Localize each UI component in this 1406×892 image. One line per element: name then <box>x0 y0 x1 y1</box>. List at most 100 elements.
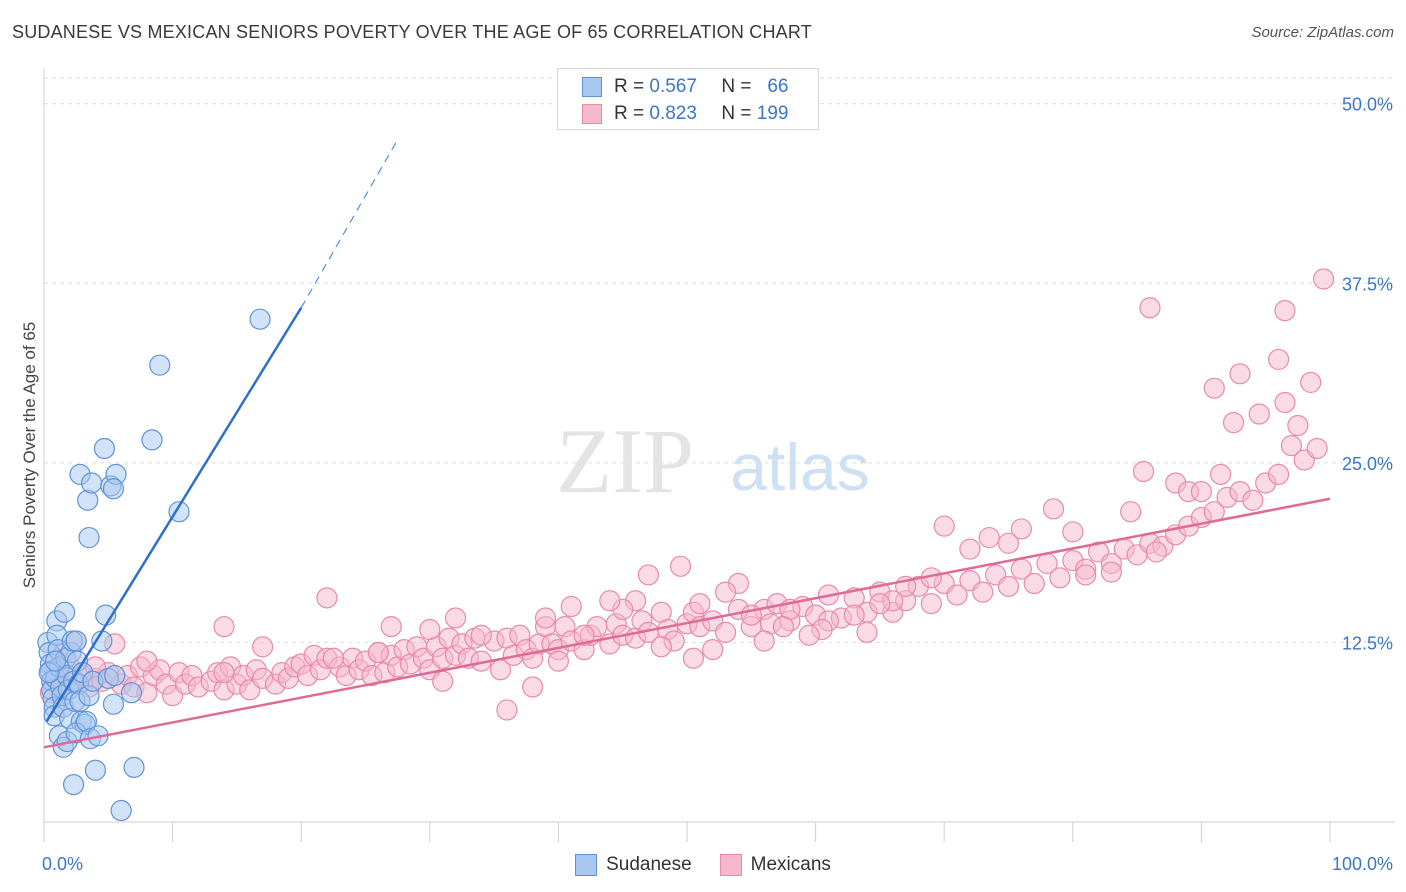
grid-lines <box>44 77 1395 643</box>
sudanese-point <box>53 601 76 623</box>
sudanese-point <box>77 489 99 511</box>
mexicans-point <box>1274 299 1296 322</box>
correlation-legend: R = 0.567 N = 66 R = 0.823 N = 199 <box>557 68 819 130</box>
mexicans-point <box>547 650 570 672</box>
x-tick-label: 100.0% <box>1332 854 1393 874</box>
tick-labels: 12.5% 25.0% 37.5% 50.0% 0.0% 100.0% <box>42 95 1393 874</box>
y-tick-label: 50.0% <box>1342 95 1393 115</box>
mexicans-point <box>920 593 942 615</box>
mexicans-point <box>444 607 467 629</box>
mexicans-point <box>1267 463 1290 485</box>
source-credit: Source: ZipAtlas.com <box>1251 24 1394 41</box>
mexicans-point <box>933 515 955 537</box>
mexicans-point <box>798 624 820 646</box>
mexicans-point <box>1222 412 1245 434</box>
mexicans-point <box>432 670 454 692</box>
watermark-atlas: atlas <box>730 430 869 504</box>
mexicans-point <box>650 636 672 658</box>
sudanese-point <box>84 759 107 781</box>
legend-label: Sudanese <box>606 854 692 875</box>
sudanese-point <box>249 308 271 330</box>
mexicans-point <box>1242 489 1264 511</box>
mexicans-point <box>689 593 711 615</box>
mexicans-point <box>560 595 582 618</box>
sudanese-swatch-icon <box>575 854 598 876</box>
mexicans-point <box>997 575 1020 598</box>
mexicans-point <box>213 661 235 684</box>
sudanese-point <box>93 437 116 460</box>
mexicans-point <box>573 624 595 646</box>
mexicans-point <box>1306 437 1328 460</box>
mexicans-point <box>1042 498 1065 520</box>
axes <box>43 68 1395 842</box>
mexicans-point <box>856 621 878 643</box>
legend-row-mexicans: R = 0.823 N = 199 <box>582 103 788 125</box>
mexicans-point <box>367 641 389 664</box>
mexicans-point <box>959 538 981 560</box>
n-label: N = <box>721 76 752 97</box>
mexicans-point <box>682 647 705 669</box>
mexicans-swatch-icon <box>719 854 742 876</box>
legend-item-mexicans: Mexicans <box>719 854 831 876</box>
mexicans-point <box>843 604 865 626</box>
mexicans-point <box>946 584 968 606</box>
mexicans-swatch-icon <box>582 104 602 124</box>
mexicans-trend-line <box>43 497 1331 749</box>
mexicans-point <box>136 650 158 672</box>
mexicans-point <box>978 526 1000 549</box>
mexicans-point <box>1287 414 1309 437</box>
mexicans-point <box>1049 567 1071 589</box>
sudanese-point <box>102 693 125 715</box>
mexicans-point <box>1229 363 1251 385</box>
legend-label: Mexicans <box>750 854 831 875</box>
mexicans-point <box>1062 521 1084 543</box>
mexicans-point <box>419 618 441 641</box>
mexicans-point <box>522 676 544 698</box>
mexicans-point <box>637 564 660 586</box>
y-tick-label: 37.5% <box>1342 274 1393 294</box>
sudanese-point <box>141 429 163 451</box>
sudanese-point <box>78 526 100 549</box>
mexicans-point <box>1190 480 1213 503</box>
mexicans-point <box>534 607 557 629</box>
r-value: 0.823 <box>649 103 697 124</box>
mexicans-point <box>1010 518 1032 540</box>
x-tick-label: 0.0% <box>42 854 83 874</box>
mexicans-point <box>702 639 724 661</box>
y-tick-label: 12.5% <box>1342 633 1393 653</box>
sudanese-swatch-icon <box>582 77 602 97</box>
mexicans-point <box>1075 564 1097 586</box>
mexicans-point <box>753 630 775 652</box>
mexicans-point <box>1267 348 1290 371</box>
mexicans-point <box>1248 403 1270 425</box>
mexicans-point <box>599 590 621 612</box>
n-label: N = <box>721 103 752 124</box>
sudanese-point <box>104 664 126 687</box>
r-value: 0.567 <box>649 76 697 97</box>
legend-row-sudanese: R = 0.567 N = 66 <box>582 76 788 98</box>
mexicans-point <box>1274 391 1296 414</box>
sudanese-point <box>62 774 85 796</box>
r-label: R = <box>614 76 645 97</box>
mexicans-point <box>1203 377 1225 399</box>
mexicans-point <box>1280 435 1303 457</box>
sudanese-point <box>102 478 125 500</box>
chart-title: SUDANESE VS MEXICAN SENIORS POVERTY OVER… <box>12 22 812 42</box>
r-label: R = <box>614 103 645 124</box>
sudanese-point <box>80 472 103 494</box>
mexicans-point <box>714 621 737 643</box>
n-value: 66 <box>767 76 789 97</box>
n-value: 199 <box>756 103 789 124</box>
mexicans-point <box>1132 460 1155 483</box>
mexicans-point <box>714 581 737 603</box>
sudanese-point <box>149 354 171 376</box>
sudanese-point <box>65 630 87 652</box>
mexicans-point <box>1145 541 1167 563</box>
trend-lines <box>43 139 1331 749</box>
mexicans-point <box>252 636 274 658</box>
mexicans-point <box>997 532 1020 554</box>
y-tick-label: 25.0% <box>1342 454 1393 474</box>
mexicans-point <box>772 616 795 638</box>
mexicans-point <box>316 587 338 609</box>
